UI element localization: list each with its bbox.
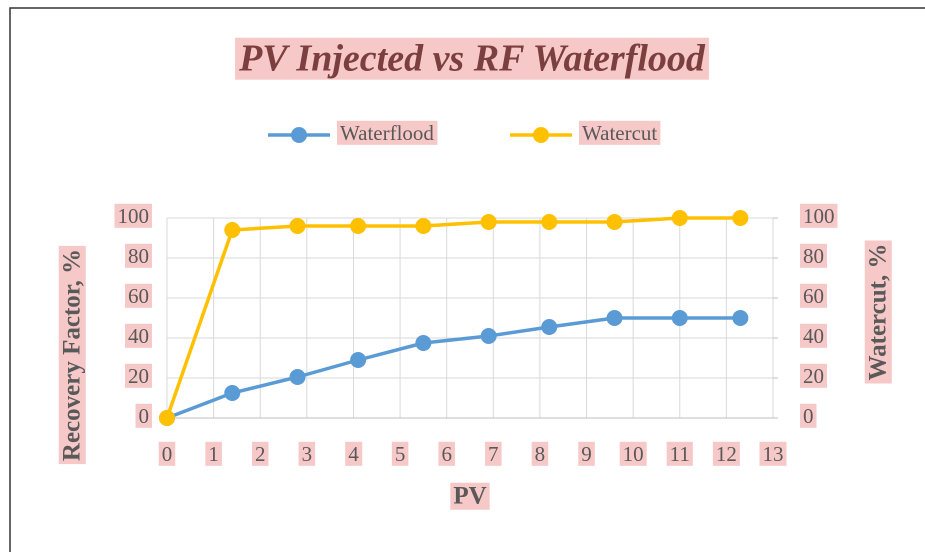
legend-marker <box>291 127 307 143</box>
point <box>289 369 306 385</box>
series-line <box>166 316 741 420</box>
y-tick-label: 20 <box>128 364 149 388</box>
text-highlight <box>438 441 455 466</box>
text-highlight <box>158 441 176 466</box>
point <box>671 210 688 226</box>
y2-tick-label: 60 <box>803 284 824 308</box>
point <box>541 214 558 230</box>
x-tick-label: 2 <box>255 442 266 466</box>
point <box>159 410 175 426</box>
point <box>289 218 306 234</box>
text-highlight <box>619 441 647 466</box>
text-highlight <box>800 403 817 428</box>
x-tick-label: 11 <box>670 442 690 466</box>
point <box>415 335 432 351</box>
y2-tick-label: 20 <box>803 364 824 388</box>
point <box>224 385 241 401</box>
text-highlight <box>251 441 269 466</box>
legend-marker <box>533 127 549 143</box>
text-highlight <box>391 441 409 466</box>
y2-tick-label: 40 <box>803 324 824 348</box>
y-axis-title: Recovery Factor, % <box>59 249 86 461</box>
frame <box>9 7 925 552</box>
y2-tick-label: 100 <box>803 204 835 228</box>
text-highlight <box>712 441 740 466</box>
y2-axis-title: Watercut, % <box>865 243 892 380</box>
x-tick-label: 1 <box>208 442 219 466</box>
y2-tick-label: 0 <box>803 404 814 428</box>
legend-label: Waterflood <box>340 121 434 145</box>
x-axis-title: PV <box>453 483 486 510</box>
y-tick-label: 0 <box>139 404 150 428</box>
text-highlight <box>450 482 490 510</box>
series-line <box>165 216 741 419</box>
text-highlight <box>800 203 838 228</box>
point <box>732 210 749 226</box>
y-tick-label: 40 <box>128 324 149 348</box>
text-highlight <box>485 441 502 466</box>
x-tick-label: 5 <box>395 442 406 466</box>
text-highlight <box>800 323 827 348</box>
highlights <box>58 37 892 510</box>
y-tick-label: 100 <box>118 204 150 228</box>
x-tick-label: 8 <box>535 442 546 466</box>
text-highlight <box>235 37 709 80</box>
text-highlight <box>135 403 152 428</box>
point <box>606 214 623 230</box>
x-tick-label: 10 <box>623 442 644 466</box>
legend-label: Watercut <box>582 121 657 145</box>
point <box>224 222 241 238</box>
chart-title: PV Injected vs RF Waterflood <box>238 38 706 80</box>
x-tick-label: 4 <box>348 442 359 466</box>
y2-tick-label: 80 <box>803 244 824 268</box>
point <box>606 310 623 326</box>
text-highlight <box>864 240 892 384</box>
text-highlight <box>114 203 152 228</box>
text-highlight <box>759 441 787 466</box>
text-highlight <box>298 441 316 466</box>
x-tick-label: 6 <box>441 442 452 466</box>
y-tick-label: 80 <box>128 244 149 268</box>
text-highlight <box>125 243 152 268</box>
text-highlight <box>531 441 549 466</box>
x-tick-label: 0 <box>162 442 173 466</box>
text-highlight <box>666 441 693 466</box>
text-highlight <box>125 323 152 348</box>
y-tick-label: 60 <box>128 284 149 308</box>
text-highlight <box>800 363 827 388</box>
text-highlight <box>345 441 363 466</box>
text-highlight <box>205 441 222 466</box>
text-highlight <box>125 283 152 308</box>
point <box>732 310 749 326</box>
point <box>350 352 367 368</box>
text-highlight <box>337 120 438 145</box>
text-highlight <box>58 245 86 465</box>
x-tick-label: 3 <box>302 442 313 466</box>
x-tick-label: 13 <box>763 442 784 466</box>
point <box>415 218 432 234</box>
point <box>671 310 688 326</box>
point <box>541 319 558 335</box>
text-highlight <box>800 283 827 308</box>
text-highlight <box>579 120 661 145</box>
x-tick-label: 12 <box>716 442 737 466</box>
point <box>480 328 497 344</box>
point <box>480 214 497 230</box>
x-tick-label: 9 <box>581 442 592 466</box>
text-highlight <box>800 243 827 268</box>
x-tick-label: 7 <box>488 442 499 466</box>
text-highlight <box>578 441 595 466</box>
point <box>350 218 367 234</box>
text-highlight <box>125 363 152 388</box>
